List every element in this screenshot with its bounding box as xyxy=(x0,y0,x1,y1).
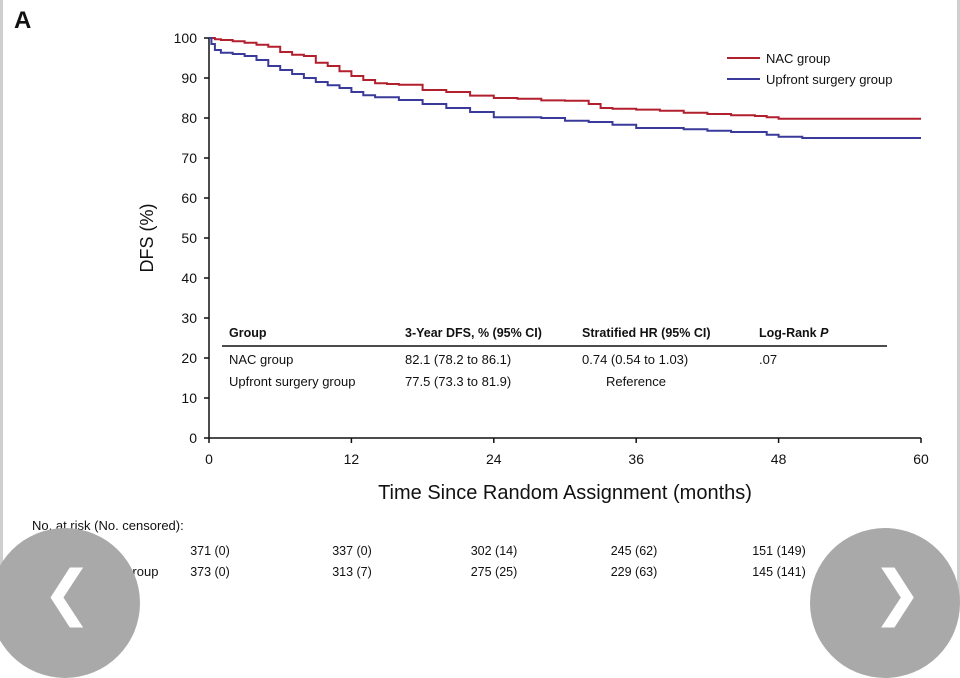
table-header: 3-Year DFS, % (95% CI) xyxy=(405,326,542,340)
chevron-right-icon: ❯ xyxy=(872,558,923,628)
chevron-left-icon: ❮ xyxy=(42,558,93,628)
at-risk-value: 337 (0) xyxy=(332,544,372,558)
at-risk-value: 151 (149) xyxy=(752,544,806,558)
next-slide-button[interactable]: ❯ xyxy=(810,528,960,678)
y-axis-label: DFS (%) xyxy=(137,204,157,273)
survival-curves xyxy=(209,37,921,139)
y-tick-label: 70 xyxy=(181,150,197,166)
left-edge xyxy=(0,0,3,603)
y-tick-label: 90 xyxy=(181,70,197,86)
table-cell: 0.74 (0.54 to 1.03) xyxy=(582,352,688,367)
y-tick-label: 80 xyxy=(181,110,197,126)
table-cell: Reference xyxy=(606,374,666,389)
x-tick-label: 36 xyxy=(628,451,644,467)
legend-label: Upfront surgery group xyxy=(766,72,892,87)
table-cell: NAC group xyxy=(229,352,293,367)
right-edge xyxy=(957,0,960,603)
km-chart: A 0 10 20 30 40 50 60 70 80 90 100 0 12 24 36 48 60 NAC … xyxy=(14,7,929,579)
table-header: Log-Rank P xyxy=(759,326,829,340)
y-tick-label: 10 xyxy=(181,390,197,406)
previous-slide-button[interactable]: ❮ xyxy=(0,528,140,678)
y-tick-label: 20 xyxy=(181,350,197,366)
axes: 0 10 20 30 40 50 60 70 80 90 100 0 12 24 36 48 60 xyxy=(174,30,929,467)
table-cell: 77.5 (73.3 to 81.9) xyxy=(405,374,511,389)
y-tick-label: 60 xyxy=(181,190,197,206)
at-risk-value: 145 (141) xyxy=(752,565,806,579)
table-header: Stratified HR (95% CI) xyxy=(582,326,711,340)
series-line-0 xyxy=(209,37,921,120)
at-risk-value: 373 (0) xyxy=(190,565,230,579)
at-risk-table: No. at risk (No. censored):NAC group371 … xyxy=(32,518,917,579)
series-line-1 xyxy=(209,37,921,139)
at-risk-value: 371 (0) xyxy=(190,544,230,558)
y-tick-label: 100 xyxy=(174,30,198,46)
results-table: Group 3-Year DFS, % (95% CI) Stratified HR… xyxy=(222,326,887,389)
table-cell: Upfront surgery group xyxy=(229,374,355,389)
y-tick-label: 30 xyxy=(181,310,197,326)
at-risk-value: 275 (25) xyxy=(471,565,518,579)
legend: NAC group Upfront surgery group xyxy=(727,51,892,87)
table-cell: 82.1 (78.2 to 86.1) xyxy=(405,352,511,367)
x-tick-label: 0 xyxy=(205,451,213,467)
y-tick-label: 0 xyxy=(189,430,197,446)
legend-label: NAC group xyxy=(766,51,830,66)
at-risk-value: 245 (62) xyxy=(611,544,658,558)
table-cell: .07 xyxy=(759,352,777,367)
y-tick-label: 50 xyxy=(181,230,197,246)
x-tick-label: 24 xyxy=(486,451,502,467)
table-header: Group xyxy=(229,326,267,340)
x-tick-label: 12 xyxy=(344,451,360,467)
x-axis-label: Time Since Random Assignment (months) xyxy=(378,482,752,504)
at-risk-value: 313 (7) xyxy=(332,565,372,579)
at-risk-value: 302 (14) xyxy=(471,544,518,558)
panel-label: A xyxy=(14,7,31,34)
x-tick-label: 60 xyxy=(913,451,929,467)
x-tick-label: 48 xyxy=(771,451,787,467)
y-tick-label: 40 xyxy=(181,270,197,286)
at-risk-value: 229 (63) xyxy=(611,565,658,579)
